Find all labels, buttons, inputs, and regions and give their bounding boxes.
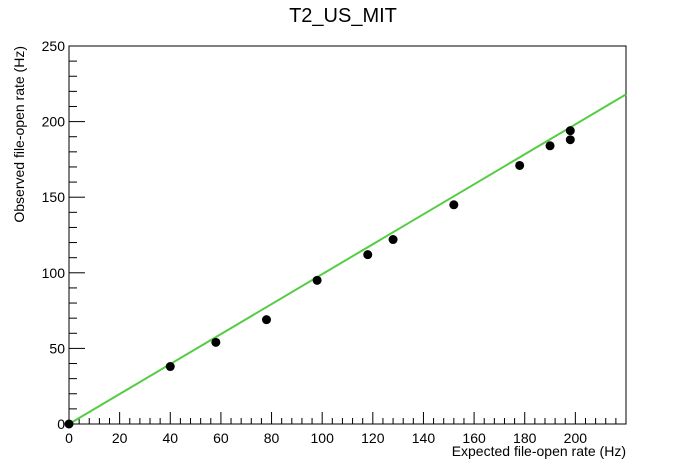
y-tick-label: 250	[42, 38, 66, 54]
data-point	[565, 126, 575, 136]
y-tick-label: 150	[42, 189, 66, 205]
y-tick-label: 200	[42, 114, 66, 130]
x-tick-label: 100	[311, 430, 335, 446]
fit-lines	[68, 93, 627, 425]
x-tick-label: 160	[462, 430, 486, 446]
data-point	[449, 200, 459, 210]
data-point	[211, 337, 221, 347]
data-point	[545, 141, 555, 151]
data-point	[388, 235, 398, 245]
plot-frame	[68, 45, 627, 425]
data-point	[363, 250, 373, 260]
x-tick-label: 200	[564, 430, 588, 446]
y-axis-tick-labels: 0 50 100 150 200 250	[42, 38, 66, 432]
data-point	[64, 419, 74, 429]
fit-line	[68, 93, 627, 425]
x-tick-label: 0	[65, 430, 73, 446]
data-points	[64, 126, 575, 429]
x-tick-label: 80	[264, 430, 280, 446]
x-axis-tick-labels: 0 20 40 60 80 100 120 140 160 180 200	[65, 430, 587, 446]
data-point	[565, 135, 575, 145]
data-point	[515, 160, 525, 170]
x-tick-label: 180	[513, 430, 537, 446]
y-tick-label: 100	[42, 265, 66, 281]
x-tick-label: 20	[112, 430, 128, 446]
y-tick-label: 0	[57, 416, 65, 432]
x-tick-label: 140	[412, 430, 436, 446]
data-point	[261, 315, 271, 325]
x-axis-ticks	[68, 412, 627, 424]
y-axis-ticks	[69, 45, 85, 425]
chart-title: T2_US_MIT	[289, 5, 397, 27]
data-point	[312, 275, 322, 285]
y-axis-title: Observed file-open rate (Hz)	[11, 46, 27, 223]
x-tick-label: 120	[361, 430, 385, 446]
x-tick-label: 60	[213, 430, 229, 446]
y-tick-label: 50	[49, 340, 65, 356]
data-point	[165, 362, 175, 372]
x-tick-label: 40	[162, 430, 178, 446]
x-axis-title: Expected file-open rate (Hz)	[452, 443, 626, 459]
